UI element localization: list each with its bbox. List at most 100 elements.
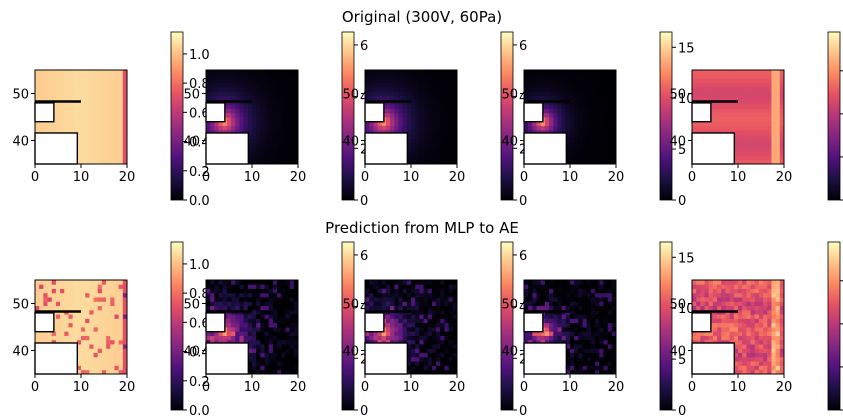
heatmap-cell <box>419 322 424 328</box>
heatmap-cell <box>750 301 756 307</box>
heatmap-cell <box>289 356 295 362</box>
heatmap-cell <box>72 108 78 114</box>
heatmap-cell <box>60 78 65 84</box>
heatmap-cell <box>101 78 107 84</box>
heatmap-cell <box>544 284 550 289</box>
heatmap-cell <box>733 129 739 135</box>
heatmap-cell <box>746 314 751 319</box>
heatmap-cell <box>60 125 65 131</box>
heatmap-cell <box>603 305 609 311</box>
heatmap-cell <box>285 117 291 122</box>
heatmap-cell <box>243 87 249 92</box>
heatmap-cell <box>733 117 739 122</box>
heatmap-cell <box>411 104 416 109</box>
heatmap-cell <box>285 356 291 362</box>
heatmap-cell <box>536 288 542 294</box>
heatmap-cell <box>423 369 429 375</box>
heatmap-cell <box>411 369 416 375</box>
heatmap-cell <box>611 369 617 375</box>
heatmap-cell <box>708 280 714 285</box>
heatmap-cell <box>754 284 760 289</box>
heatmap-cell <box>289 348 295 354</box>
heatmap-cell <box>565 129 571 135</box>
heatmap-cell <box>419 327 424 332</box>
heatmap-cell <box>272 78 278 84</box>
heatmap-cell <box>448 361 454 366</box>
heatmap-cell <box>252 305 257 311</box>
heatmap-cell <box>440 95 445 101</box>
heatmap-cell <box>268 99 274 105</box>
heatmap-cell <box>738 74 743 79</box>
heatmap-cell <box>47 301 53 307</box>
heatmap-cell <box>738 82 743 88</box>
heatmap-cell <box>603 129 609 135</box>
heatmap-cell <box>590 301 596 307</box>
heatmap-cell <box>293 95 299 101</box>
heatmap-cell <box>775 121 781 126</box>
heatmap-cell <box>277 352 282 358</box>
heatmap-cell <box>247 138 253 144</box>
heatmap-cell <box>586 344 592 349</box>
heatmap-cell <box>247 151 253 156</box>
heatmap-cell <box>235 335 240 341</box>
heatmap-cell <box>758 138 764 144</box>
heatmap-cell <box>390 129 395 135</box>
heatmap-cell <box>704 280 710 285</box>
heatmap-cell <box>39 125 44 131</box>
heatmap-cell <box>603 95 609 101</box>
heatmap-cell <box>771 134 777 139</box>
heatmap-cell <box>590 288 596 294</box>
heatmap-cell <box>243 125 249 131</box>
heatmap-cell <box>415 159 420 165</box>
heatmap-cell <box>578 121 583 126</box>
heatmap-cell <box>763 117 768 122</box>
heatmap-cell <box>411 322 416 328</box>
heatmap-cell <box>43 95 48 101</box>
heatmap-cell <box>586 314 592 319</box>
heatmap-cell <box>540 82 546 88</box>
heatmap-cell <box>763 91 768 97</box>
heatmap-cell <box>394 314 399 319</box>
heatmap-cell <box>607 159 613 165</box>
heatmap-cell <box>385 288 391 294</box>
heatmap-cell <box>423 318 429 324</box>
x-tick-label: 20 <box>608 170 625 185</box>
heatmap-cell <box>758 108 764 114</box>
heatmap-cell <box>247 142 253 148</box>
heatmap-cell <box>118 91 124 97</box>
heatmap-cell <box>264 108 270 114</box>
heatmap-cell <box>101 280 107 285</box>
heatmap-cell <box>574 138 579 144</box>
heatmap-cell <box>373 305 378 311</box>
heatmap-cell <box>97 70 103 75</box>
heatmap-cell <box>431 352 437 358</box>
heatmap-cell <box>423 70 429 75</box>
heatmap-cell <box>590 99 596 105</box>
heatmap-cell <box>101 292 107 298</box>
heatmap-cell <box>411 352 416 358</box>
heatmap-cell <box>85 146 90 152</box>
heatmap-cell <box>68 112 74 118</box>
heatmap-cell <box>603 309 609 315</box>
heatmap-cell <box>293 288 299 294</box>
heatmap-cell <box>729 104 735 109</box>
heatmap-cell <box>561 318 567 324</box>
heatmap-cell <box>536 70 542 75</box>
heatmap-cell <box>452 82 458 88</box>
heatmap-cell <box>268 297 274 302</box>
heatmap-cell <box>607 327 613 332</box>
heatmap-cell <box>779 146 785 152</box>
heatmap-cell <box>590 322 596 328</box>
heatmap-cell <box>565 284 571 289</box>
heatmap-cell <box>557 82 563 88</box>
heatmap-cell <box>272 365 278 371</box>
heatmap-cell <box>590 284 596 289</box>
heatmap-cell <box>419 125 424 131</box>
heatmap-cell <box>595 129 600 135</box>
colorbar-tick-label: 0.0 <box>189 194 210 209</box>
heatmap-cell <box>733 87 739 92</box>
heatmap-cell <box>285 369 291 375</box>
heatmap-cell <box>277 369 282 375</box>
heatmap-cell <box>281 331 286 336</box>
